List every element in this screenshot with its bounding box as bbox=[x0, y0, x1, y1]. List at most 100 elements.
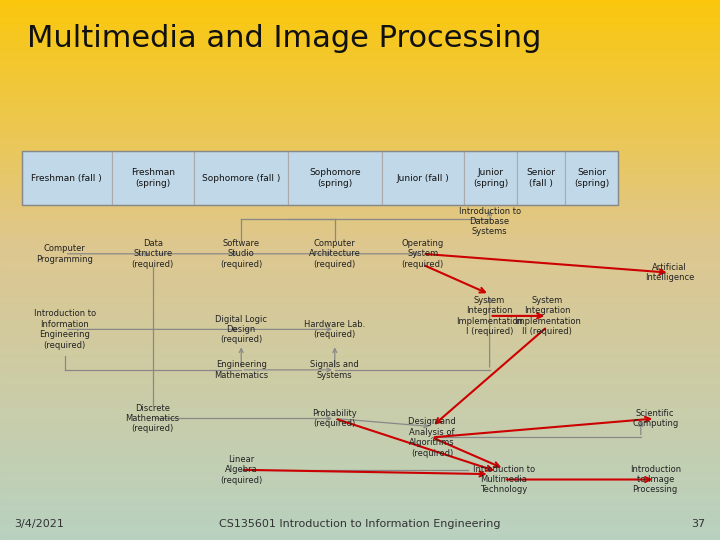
Bar bbox=[0, 8, 720, 11]
Bar bbox=[0, 297, 720, 300]
Text: Introduction
to Image
Processing: Introduction to Image Processing bbox=[629, 464, 681, 495]
Bar bbox=[0, 173, 720, 176]
Bar bbox=[0, 405, 720, 408]
Bar bbox=[288, 151, 382, 205]
Bar bbox=[0, 227, 720, 229]
Bar bbox=[0, 448, 720, 451]
Bar bbox=[0, 200, 720, 202]
Bar bbox=[0, 151, 720, 154]
Bar bbox=[0, 78, 720, 81]
Bar bbox=[0, 119, 720, 122]
Bar bbox=[0, 97, 720, 100]
Text: Freshman
(spring): Freshman (spring) bbox=[131, 168, 175, 188]
Text: CS135601 Introduction to Information Engineering: CS135601 Introduction to Information Eng… bbox=[220, 519, 500, 529]
Bar bbox=[0, 43, 720, 46]
Text: Artificial
Intelligence: Artificial Intelligence bbox=[645, 263, 694, 282]
Bar bbox=[0, 186, 720, 189]
Bar bbox=[0, 221, 720, 224]
Bar bbox=[0, 392, 720, 394]
Bar bbox=[0, 162, 720, 165]
Bar bbox=[0, 108, 720, 111]
Bar bbox=[0, 370, 720, 373]
Bar bbox=[0, 292, 720, 294]
Bar bbox=[0, 537, 720, 540]
Bar bbox=[0, 321, 720, 324]
Text: 37: 37 bbox=[691, 519, 706, 529]
Bar bbox=[0, 373, 720, 375]
Bar bbox=[0, 84, 720, 86]
Bar bbox=[0, 235, 720, 238]
Bar bbox=[0, 467, 720, 470]
Bar bbox=[0, 343, 720, 346]
Bar bbox=[0, 340, 720, 343]
Bar bbox=[0, 478, 720, 481]
Bar bbox=[0, 46, 720, 49]
Bar bbox=[517, 151, 565, 205]
Bar bbox=[565, 151, 618, 205]
Bar bbox=[0, 284, 720, 286]
Bar bbox=[0, 310, 720, 313]
Bar bbox=[0, 302, 720, 305]
Bar bbox=[0, 11, 720, 14]
Bar bbox=[0, 216, 720, 219]
Bar bbox=[0, 500, 720, 502]
Bar bbox=[0, 130, 720, 132]
Bar bbox=[0, 378, 720, 381]
Bar bbox=[22, 151, 618, 205]
Bar bbox=[0, 213, 720, 216]
Bar bbox=[0, 211, 720, 213]
Bar bbox=[0, 3, 720, 5]
Bar bbox=[0, 351, 720, 354]
Bar bbox=[194, 151, 288, 205]
Bar bbox=[0, 243, 720, 246]
Bar bbox=[0, 346, 720, 348]
Bar bbox=[0, 224, 720, 227]
Bar bbox=[0, 89, 720, 92]
Bar bbox=[112, 151, 194, 205]
Bar bbox=[0, 427, 720, 429]
Bar bbox=[0, 100, 720, 103]
Bar bbox=[0, 529, 720, 532]
Text: Computer
Architecture
(required): Computer Architecture (required) bbox=[309, 239, 361, 269]
Text: Introduction to
Multimedia
Technology: Introduction to Multimedia Technology bbox=[473, 464, 535, 495]
Bar bbox=[0, 513, 720, 516]
Bar bbox=[0, 354, 720, 356]
Bar bbox=[0, 62, 720, 65]
Bar bbox=[0, 70, 720, 73]
Bar bbox=[0, 103, 720, 105]
Text: Junior (fall ): Junior (fall ) bbox=[397, 174, 449, 183]
Bar bbox=[0, 105, 720, 108]
Bar bbox=[0, 154, 720, 157]
Bar bbox=[0, 184, 720, 186]
Bar bbox=[22, 151, 112, 205]
Bar bbox=[0, 424, 720, 427]
Bar bbox=[0, 381, 720, 383]
Bar bbox=[0, 192, 720, 194]
Bar bbox=[0, 364, 720, 367]
Bar bbox=[0, 111, 720, 113]
Bar bbox=[0, 159, 720, 162]
Bar bbox=[0, 205, 720, 208]
Bar bbox=[0, 275, 720, 278]
Bar bbox=[0, 57, 720, 59]
Bar bbox=[0, 5, 720, 8]
Bar bbox=[0, 189, 720, 192]
Bar bbox=[0, 294, 720, 297]
Bar bbox=[0, 124, 720, 127]
Bar bbox=[0, 122, 720, 124]
Text: Sophomore
(spring): Sophomore (spring) bbox=[309, 168, 361, 188]
Bar bbox=[0, 497, 720, 500]
Bar bbox=[0, 429, 720, 432]
Bar bbox=[0, 443, 720, 445]
Text: Engineering
Mathematics: Engineering Mathematics bbox=[214, 360, 269, 380]
Bar bbox=[0, 92, 720, 94]
Bar bbox=[0, 256, 720, 259]
Bar bbox=[0, 505, 720, 508]
Bar bbox=[0, 516, 720, 518]
Bar bbox=[0, 375, 720, 378]
Bar bbox=[0, 313, 720, 316]
Bar bbox=[0, 76, 720, 78]
Bar bbox=[0, 432, 720, 435]
Bar bbox=[0, 329, 720, 332]
Bar bbox=[0, 464, 720, 467]
